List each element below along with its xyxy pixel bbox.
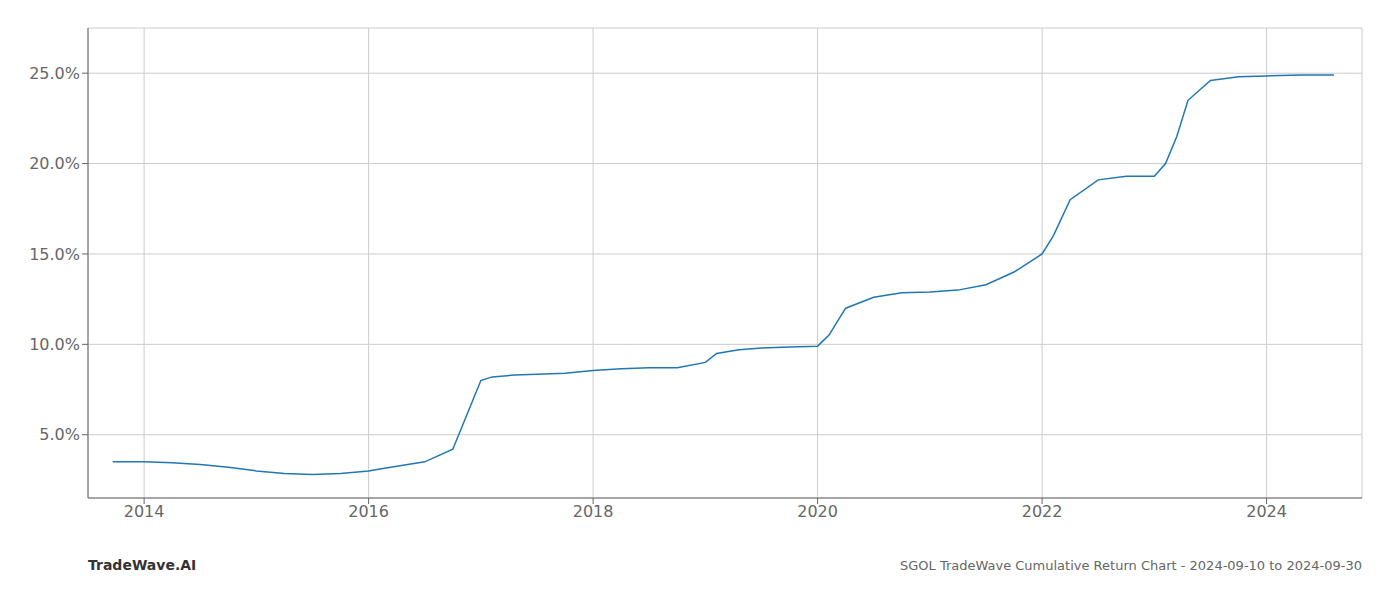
svg-text:2016: 2016	[348, 502, 389, 521]
svg-text:2024: 2024	[1246, 502, 1287, 521]
svg-text:20.0%: 20.0%	[29, 154, 80, 173]
svg-text:2014: 2014	[124, 502, 165, 521]
svg-text:2020: 2020	[797, 502, 838, 521]
svg-text:5.0%: 5.0%	[39, 425, 80, 444]
svg-text:2018: 2018	[573, 502, 614, 521]
svg-text:10.0%: 10.0%	[29, 335, 80, 354]
html-text:TradeWave.AI: TradeWave.AI	[88, 557, 197, 573]
svg-text:15.0%: 15.0%	[29, 245, 80, 264]
svg-text:2022: 2022	[1022, 502, 1063, 521]
svg-text:25.0%: 25.0%	[29, 64, 80, 83]
html-text:SGOL TradeWave Cumulative Retu: SGOL TradeWave Cumulative Return Chart -…	[900, 557, 1362, 573]
